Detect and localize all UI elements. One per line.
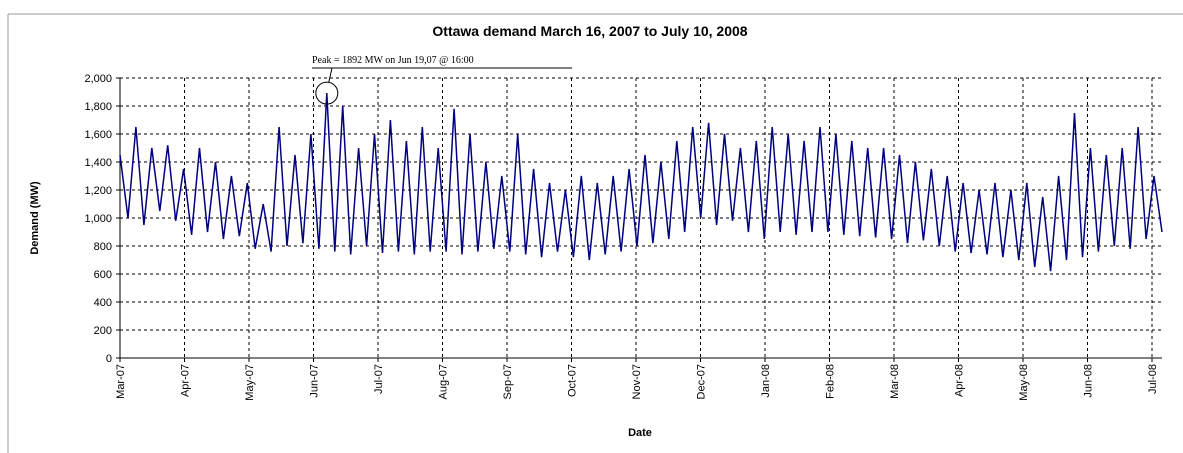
x-tick-label: Mar-07 <box>115 364 127 399</box>
x-tick-label: Feb-08 <box>825 364 837 399</box>
x-tick-label: Oct-07 <box>567 364 579 397</box>
chart-title: Ottawa demand March 16, 2007 to July 10,… <box>432 23 747 39</box>
x-tick-label: Nov-07 <box>631 364 643 399</box>
x-tick-label: Apr-07 <box>180 364 192 397</box>
x-tick-label: May-07 <box>244 364 256 401</box>
y-tick-label: 200 <box>94 325 112 337</box>
x-tick-label: Jan-08 <box>760 364 772 398</box>
x-axis-label: Date <box>628 427 652 439</box>
x-tick-label: Jun-07 <box>309 364 321 398</box>
x-tick-label: Dec-07 <box>696 364 708 399</box>
y-tick-label: 1,400 <box>84 157 112 169</box>
y-tick-label: 1,200 <box>84 185 112 197</box>
y-tick-label: 0 <box>106 353 112 365</box>
x-tick-label: Sep-07 <box>502 364 514 399</box>
x-tick-label: Apr-08 <box>954 364 966 397</box>
peak-circle <box>315 81 339 105</box>
annotation-leader <box>328 67 333 83</box>
y-tick-label: 2,000 <box>84 73 112 85</box>
y-tick-label: 1,800 <box>84 101 112 113</box>
y-tick-label: 800 <box>94 241 112 253</box>
x-tick-label: Mar-08 <box>889 364 901 399</box>
y-tick-label: 400 <box>94 297 112 309</box>
y-tick-label: 1,000 <box>84 213 112 225</box>
x-tick-label: Aug-07 <box>438 364 450 399</box>
y-axis-label: Demand (MW) <box>29 181 41 255</box>
y-tick-label: 1,600 <box>84 129 112 141</box>
x-tick-label: Jul-08 <box>1147 364 1159 394</box>
y-tick-label: 600 <box>94 269 112 281</box>
demand-line <box>119 93 1163 272</box>
x-tick-label: Jun-08 <box>1083 364 1095 398</box>
annotation: Peak = 1892 MW on Jun 19,07 @ 16:00 <box>312 55 474 66</box>
x-tick-label: Jul-07 <box>373 364 385 394</box>
x-tick-label: May-08 <box>1018 364 1030 401</box>
